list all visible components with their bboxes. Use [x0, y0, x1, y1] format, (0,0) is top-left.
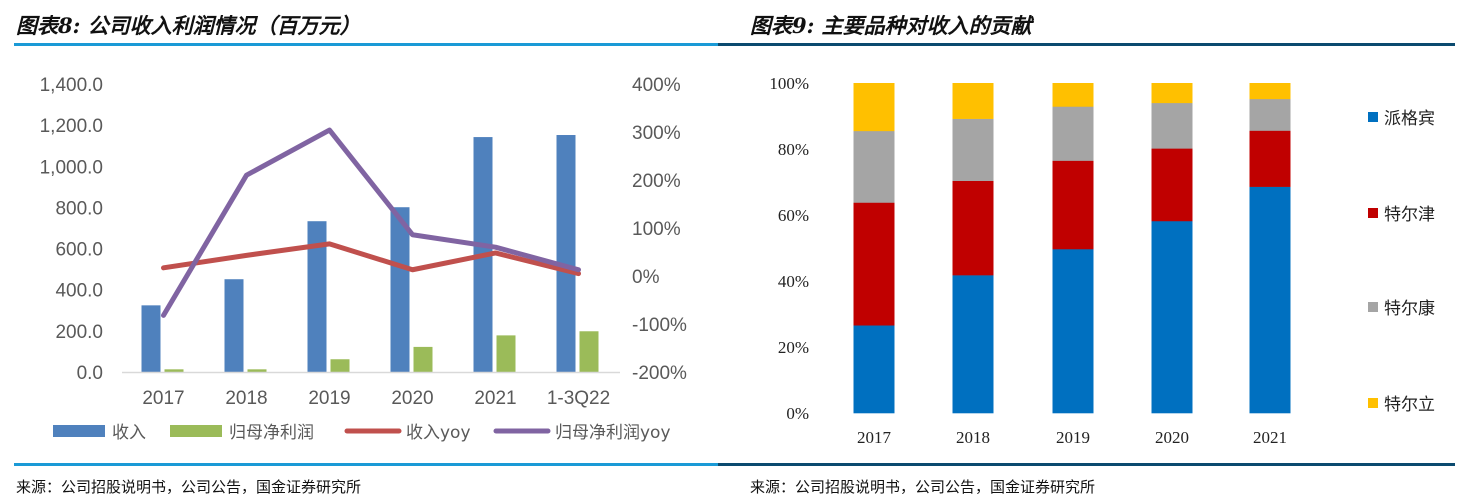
top-rule-left	[14, 43, 718, 46]
legend-swatch	[53, 425, 105, 437]
x-tick-label: 1-3Q22	[547, 388, 610, 409]
y-tick-label: 60%	[778, 206, 809, 225]
revenue-profit-chart: 0.0 200.0 400.0 600.0 800.0 1,000.0 1,200.0 1,4…	[40, 75, 687, 443]
bar-revenue	[224, 279, 244, 372]
bar-revenue	[556, 135, 576, 372]
x-tick-label: 2020	[1155, 428, 1189, 447]
stacked-segment	[853, 202, 895, 326]
y-left-tick-label: 800.0	[55, 198, 103, 219]
legend-swatch	[1368, 398, 1378, 408]
y-left-tick-label: 600.0	[55, 240, 103, 261]
stacked-segment	[1151, 220, 1193, 414]
bar-revenue	[390, 207, 410, 372]
x-tick-label: 2017	[142, 388, 184, 409]
bar-net-profit	[579, 331, 599, 372]
x-tick-label: 2019	[308, 388, 350, 409]
stacked-segment	[1151, 102, 1193, 149]
stacked-segment	[1151, 83, 1193, 104]
legend-label: 特尔康	[1384, 299, 1435, 319]
stacked-segment	[1151, 148, 1193, 222]
y-left-tick-label: 200.0	[55, 322, 103, 343]
legend-label: 特尔津	[1384, 205, 1435, 225]
stacked-segment	[1249, 83, 1291, 100]
x-tick-label: 2021	[1253, 428, 1287, 447]
legend-label: 特尔立	[1384, 395, 1435, 415]
right-chart-title: 图表9: 主要品种对收入的贡献	[750, 13, 1032, 38]
y-right-tick-label: 0%	[632, 267, 660, 288]
stacked-segment	[1052, 106, 1094, 161]
stacked-segment	[1249, 98, 1291, 131]
y-right-tick-label: 200%	[632, 171, 681, 192]
stacked-segment	[1052, 160, 1094, 250]
y-right-tick-label: -100%	[632, 315, 687, 336]
product-contribution-chart: 0% 20% 40% 60% 80% 100% 2017 2018 2019 2020 2021 派格…	[769, 74, 1435, 447]
legend-label: 归母净利润yoy	[555, 423, 671, 443]
stacked-segment	[1052, 248, 1094, 414]
stacked-segment	[952, 180, 994, 276]
y-right-tick-label: -200%	[632, 363, 687, 384]
x-tick-label: 2017	[857, 428, 892, 447]
y-right-tick-label: 300%	[632, 123, 681, 144]
stacked-segment	[1249, 186, 1291, 414]
legend-label: 派格宾	[1384, 109, 1435, 129]
bar-net-profit	[330, 359, 350, 372]
right-source-note: 来源：公司招股说明书，公司公告，国金证券研究所	[750, 478, 1096, 496]
stacked-segment	[952, 118, 994, 181]
stacked-segment	[853, 130, 895, 203]
stacked-segment	[853, 83, 895, 132]
top-rule-right	[718, 43, 1455, 46]
legend-swatch	[1368, 208, 1378, 218]
y-right-tick-label: 400%	[632, 75, 681, 96]
stacked-segment	[1052, 83, 1094, 107]
legend-swatch	[1368, 112, 1378, 122]
legend-label: 收入yoy	[406, 423, 471, 443]
y-tick-label: 100%	[769, 74, 809, 93]
y-tick-label: 80%	[778, 140, 809, 159]
x-tick-label: 2021	[474, 388, 516, 409]
legend-label: 归母净利润	[229, 423, 314, 443]
legend-label: 收入	[112, 423, 146, 443]
y-tick-label: 20%	[778, 338, 809, 357]
line-net-profit-yoy	[161, 127, 581, 318]
bar-net-profit	[164, 369, 184, 372]
y-left-tick-label: 1,000.0	[40, 157, 103, 178]
bar-net-profit	[247, 369, 267, 372]
line-revenue-yoy	[161, 241, 581, 277]
legend-swatch	[170, 425, 222, 437]
bar-revenue	[141, 305, 161, 372]
y-left-tick-label: 400.0	[55, 281, 103, 302]
bottom-rule-right	[718, 463, 1455, 466]
bar-revenue	[307, 221, 327, 372]
bottom-rule-left	[14, 463, 718, 466]
y-left-tick-label: 0.0	[77, 363, 103, 384]
y-left-tick-label: 1,400.0	[40, 75, 103, 96]
stacked-segment	[952, 275, 994, 414]
x-tick-label: 2018	[225, 388, 267, 409]
y-tick-label: 40%	[778, 272, 809, 291]
stacked-segment	[853, 325, 895, 414]
left-source-note: 来源：公司招股说明书，公司公告，国金证券研究所	[16, 478, 362, 496]
y-right-tick-label: 100%	[632, 219, 681, 240]
x-tick-label: 2018	[956, 428, 990, 447]
y-left-tick-label: 1,200.0	[40, 116, 103, 137]
x-tick-label: 2020	[391, 388, 433, 409]
bar-net-profit	[496, 335, 516, 372]
bar-net-profit	[413, 346, 433, 372]
legend-swatch	[1368, 302, 1378, 312]
stacked-segment	[952, 83, 994, 119]
left-chart-title: 图表8: 公司收入利润情况（百万元）	[16, 13, 361, 38]
y-tick-label: 0%	[786, 404, 809, 423]
stacked-segment	[1249, 130, 1291, 187]
x-tick-label: 2019	[1056, 428, 1090, 447]
